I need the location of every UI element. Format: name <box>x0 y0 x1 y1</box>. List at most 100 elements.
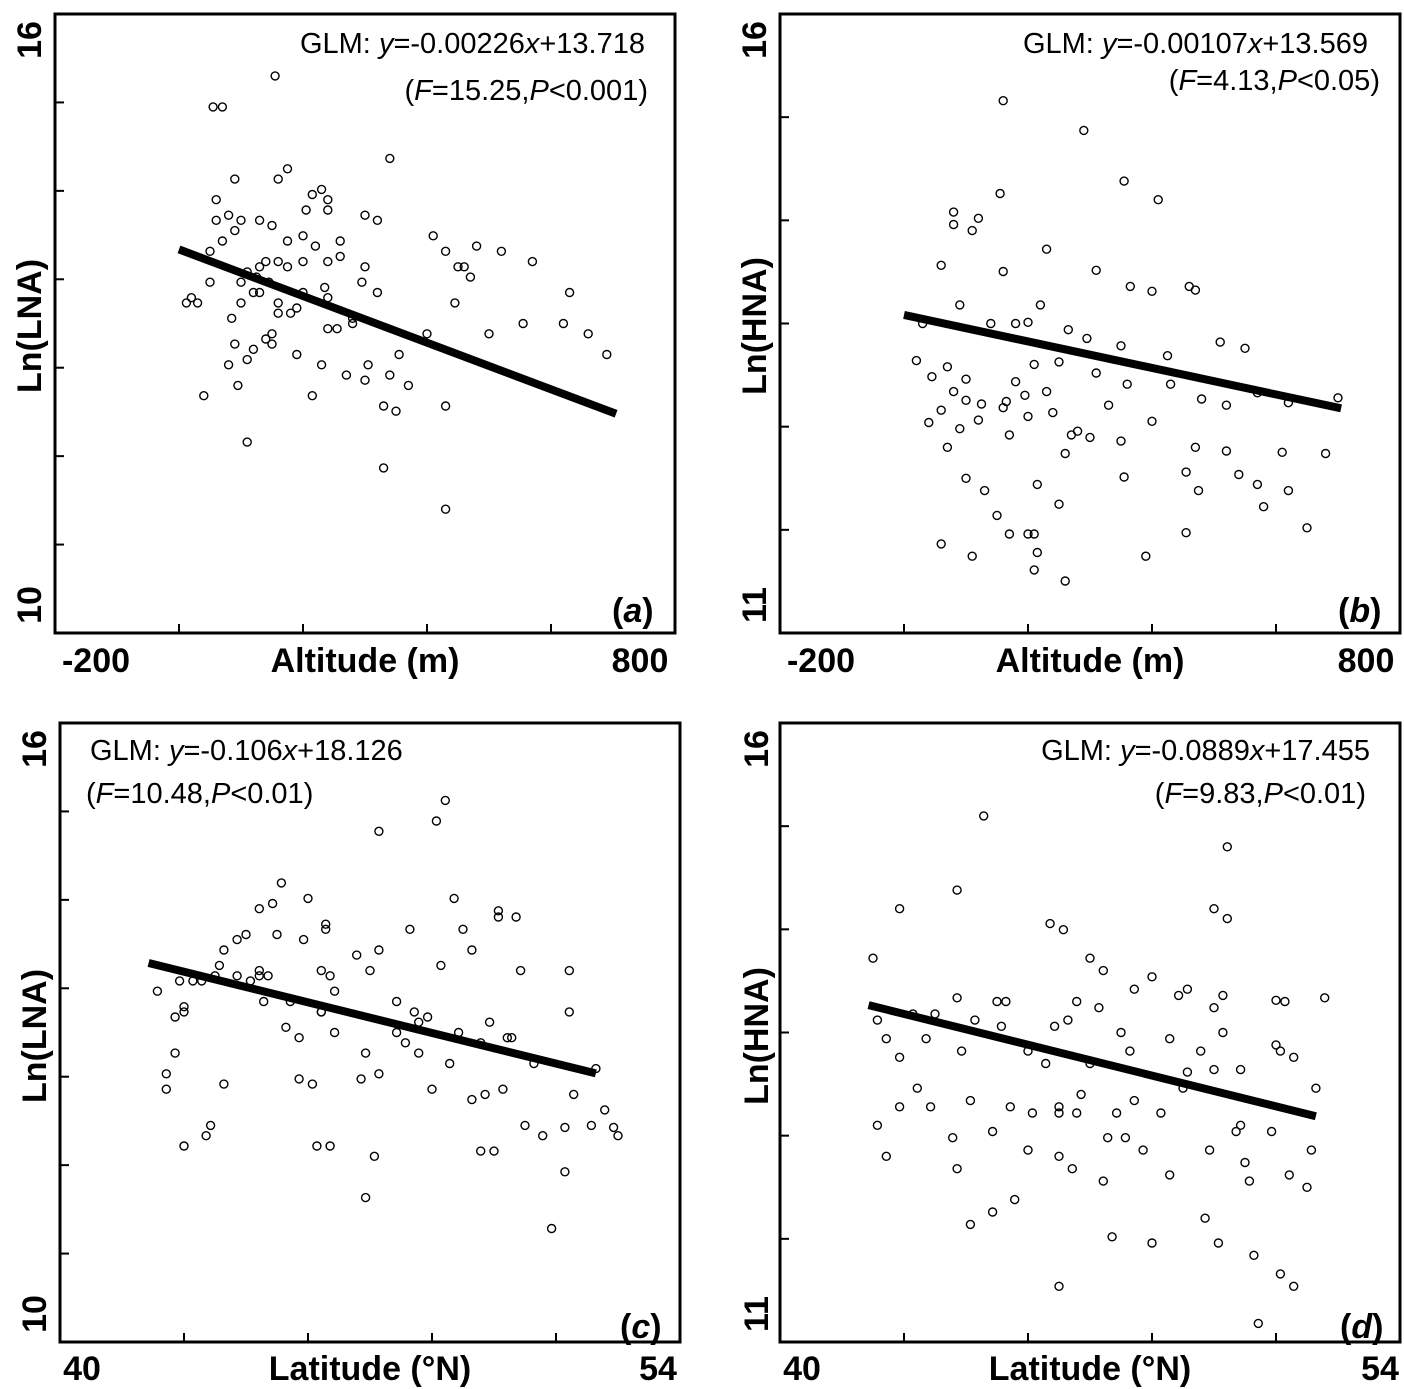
data-point <box>1119 176 1129 186</box>
data-point <box>564 287 575 298</box>
data-point <box>942 442 953 452</box>
data-point <box>440 401 451 411</box>
data-point <box>1266 1126 1277 1137</box>
data-point <box>1023 529 1033 539</box>
data-point <box>1275 1269 1286 1279</box>
data-point <box>1035 300 1046 310</box>
data-point <box>987 1126 998 1137</box>
data-point <box>872 1015 883 1025</box>
data-point <box>276 878 287 888</box>
data-point <box>360 1048 371 1058</box>
data-point <box>310 241 321 251</box>
data-point <box>422 329 432 339</box>
data-point <box>272 929 282 940</box>
data-point <box>1153 194 1163 205</box>
data-point <box>347 318 358 329</box>
data-point <box>236 277 246 287</box>
data-point <box>965 1219 976 1230</box>
panel-label: (b) <box>1338 592 1381 630</box>
data-point <box>467 945 477 955</box>
glm-equation: GLM: y=-0.0889x+17.455 <box>1041 735 1370 767</box>
x-axis-label: Latitude (°N) <box>269 1350 471 1388</box>
data-point <box>868 953 878 963</box>
data-point <box>1288 1052 1299 1063</box>
data-point <box>995 188 1005 199</box>
data-point <box>374 945 384 955</box>
data-point <box>301 205 311 215</box>
data-point <box>320 282 330 293</box>
data-point <box>1302 523 1312 533</box>
data-point <box>1116 436 1126 446</box>
data-point <box>484 1017 495 1027</box>
data-point <box>894 1052 905 1063</box>
data-point <box>1147 286 1157 296</box>
data-point <box>307 391 317 401</box>
data-point <box>360 375 370 385</box>
data-point <box>520 1120 530 1131</box>
x-tick-label-max: 54 <box>1361 1350 1399 1388</box>
data-point <box>1253 1318 1264 1329</box>
glm-statistics: (F=10.48,P<0.01) <box>86 778 313 810</box>
data-point <box>1125 281 1136 292</box>
data-point <box>936 539 946 549</box>
y-axis-label: Ln(HNA) <box>736 257 774 395</box>
data-point <box>335 251 345 262</box>
data-point <box>1147 1238 1157 1248</box>
data-point <box>973 213 984 224</box>
data-point <box>1302 1182 1312 1193</box>
data-point <box>325 1141 335 1151</box>
data-point <box>489 1146 499 1156</box>
data-point <box>372 215 383 226</box>
data-point <box>241 929 251 940</box>
data-point <box>273 256 283 267</box>
data-point <box>307 1079 318 1089</box>
data-point <box>174 976 185 986</box>
data-point <box>329 986 340 996</box>
data-point <box>458 924 468 934</box>
data-point <box>1054 1102 1064 1112</box>
data-point <box>476 1146 486 1156</box>
data-point <box>378 401 389 411</box>
data-point <box>564 965 574 976</box>
data-point <box>996 1021 1007 1032</box>
data-point <box>948 207 959 217</box>
data-point <box>1004 529 1015 539</box>
data-point <box>1004 430 1015 440</box>
data-point <box>1040 1058 1051 1069</box>
data-point <box>1023 1145 1033 1155</box>
data-point <box>205 246 215 257</box>
data-point <box>1271 995 1281 1005</box>
data-point <box>511 912 521 922</box>
y-tick-label-min: 10 <box>16 1295 54 1333</box>
data-point <box>502 1032 512 1043</box>
data-point <box>546 1223 557 1234</box>
data-point <box>1182 1067 1193 1077</box>
data-point <box>332 324 342 334</box>
data-point <box>465 272 476 282</box>
data-point <box>1010 377 1021 387</box>
data-point <box>400 1038 411 1048</box>
data-point <box>254 965 264 976</box>
data-point <box>1071 996 1082 1007</box>
data-point <box>1164 1170 1175 1180</box>
data-point <box>363 360 373 370</box>
data-point <box>453 262 463 272</box>
data-point <box>955 300 965 310</box>
data-point <box>428 231 438 241</box>
x-axis-label: Latitude (°N) <box>989 1350 1191 1388</box>
data-point <box>1234 469 1244 480</box>
data-point <box>1041 244 1052 254</box>
data-point <box>323 194 333 205</box>
data-point <box>1231 1126 1241 1137</box>
plot-frame <box>53 12 677 635</box>
data-point <box>298 256 308 267</box>
data-point <box>208 102 218 112</box>
data-point <box>1049 1021 1060 1032</box>
data-point <box>586 1120 597 1131</box>
data-point <box>321 919 331 929</box>
data-point <box>1027 1108 1038 1118</box>
data-point <box>1107 1232 1117 1242</box>
data-point <box>230 339 240 349</box>
data-point <box>219 945 229 955</box>
data-point <box>211 194 221 205</box>
